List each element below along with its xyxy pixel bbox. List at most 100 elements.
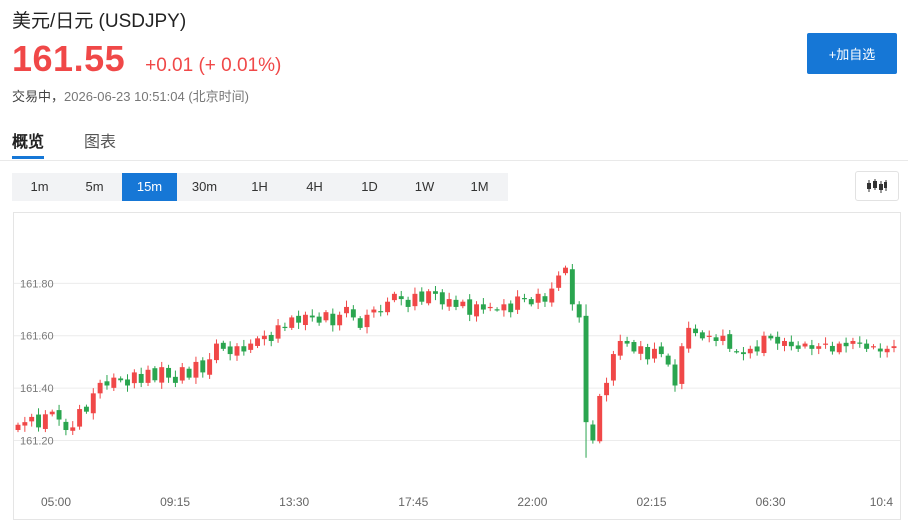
- candle-body: [22, 422, 28, 426]
- candle-body: [179, 367, 185, 381]
- candle-body: [412, 293, 418, 307]
- candle-body: [330, 313, 336, 326]
- candle: [788, 335, 794, 351]
- candle-body: [83, 406, 89, 412]
- candle: [652, 342, 657, 363]
- price-change: +0.01 (+ 0.01%): [145, 55, 282, 76]
- candle-body: [590, 424, 596, 441]
- interval-1d[interactable]: 1D: [361, 179, 378, 194]
- candle: [480, 298, 486, 314]
- candle-body: [426, 291, 432, 304]
- tab-overview[interactable]: 概览: [12, 134, 45, 151]
- candle-body: [145, 369, 151, 383]
- candle: [645, 343, 651, 365]
- candle: [398, 290, 404, 306]
- candle-body: [754, 346, 760, 352]
- candle-body: [480, 304, 486, 310]
- candle-body: [542, 296, 548, 302]
- candle-body: [604, 382, 610, 396]
- candle: [330, 308, 336, 332]
- candle-body: [782, 340, 787, 346]
- candle-body: [713, 337, 719, 341]
- candle: [138, 367, 144, 388]
- interval-4h[interactable]: 4H: [306, 179, 323, 194]
- candle: [15, 422, 21, 433]
- candle: [515, 290, 521, 315]
- candle-body: [528, 299, 534, 305]
- interval-15m[interactable]: 15m: [122, 173, 177, 201]
- candle: [829, 341, 835, 355]
- candle: [111, 373, 117, 391]
- candle-body: [836, 343, 842, 353]
- candle-body: [617, 340, 623, 356]
- y-tick-label: 161.40: [20, 383, 54, 395]
- candle: [795, 341, 801, 352]
- candle: [583, 304, 589, 458]
- candle: [720, 329, 726, 346]
- candle-body: [289, 317, 295, 328]
- tab-chart[interactable]: 图表: [84, 134, 117, 151]
- candle: [713, 334, 719, 347]
- candle: [658, 342, 664, 358]
- candle: [877, 343, 883, 358]
- candle: [775, 331, 781, 350]
- chart-type-button[interactable]: [855, 171, 899, 201]
- candle: [49, 409, 55, 417]
- interval-1mo[interactable]: 1M: [470, 179, 489, 194]
- add-to-watchlist-button[interactable]: +加自选: [807, 33, 897, 74]
- candle: [193, 356, 199, 384]
- candle: [350, 305, 356, 321]
- candle: [857, 336, 863, 348]
- candle: [460, 299, 466, 309]
- candle-body: [501, 304, 507, 311]
- x-tick-label: 13:30: [279, 495, 309, 509]
- interval-30m[interactable]: 30m: [191, 179, 218, 194]
- candle: [371, 306, 377, 318]
- candle-body: [884, 348, 890, 353]
- candle-body: [672, 364, 678, 386]
- price-chart[interactable]: 161.20 161.40 161.60 161.80 05:00 09:15 13:30…: [13, 212, 901, 520]
- candle: [617, 334, 623, 360]
- interval-1w[interactable]: 1W: [414, 179, 435, 194]
- candle: [433, 285, 438, 301]
- x-tick-label: 06:30: [756, 495, 786, 509]
- candle: [597, 393, 603, 444]
- candle: [337, 311, 343, 331]
- candle: [864, 339, 870, 352]
- candle-body: [563, 267, 568, 274]
- candle: [576, 301, 582, 323]
- candle-body: [439, 292, 445, 305]
- candle: [159, 361, 165, 389]
- candle: [282, 322, 288, 332]
- candle-body: [494, 309, 500, 311]
- candle: [439, 289, 445, 310]
- candle-body: [138, 373, 144, 383]
- candle-body: [70, 427, 76, 431]
- candle-body: [391, 293, 397, 301]
- candle: [323, 310, 329, 323]
- candle: [631, 339, 637, 354]
- candle-body: [282, 326, 288, 329]
- candle-body: [569, 269, 575, 305]
- interval-1m[interactable]: 1m: [30, 179, 49, 194]
- candle-body: [111, 377, 117, 388]
- candle: [569, 263, 575, 311]
- interval-5m[interactable]: 5m: [85, 179, 104, 194]
- candle: [535, 288, 541, 310]
- candle-body: [665, 355, 671, 365]
- candle: [172, 370, 178, 388]
- candlestick-chart: 161.20 161.40 161.60 161.80 05:00 09:15 13:30…: [14, 263, 900, 509]
- candle-body: [556, 275, 562, 288]
- candle-body: [795, 345, 801, 349]
- candle-body: [610, 354, 616, 381]
- candle: [672, 359, 678, 392]
- candle: [809, 339, 815, 356]
- candle: [740, 347, 746, 361]
- candle: [816, 343, 822, 355]
- candle-body: [316, 316, 322, 323]
- candle-body: [768, 335, 774, 339]
- interval-1h[interactable]: 1H: [251, 179, 268, 194]
- candle-body: [829, 345, 835, 352]
- candle: [90, 388, 96, 420]
- candle: [227, 341, 233, 361]
